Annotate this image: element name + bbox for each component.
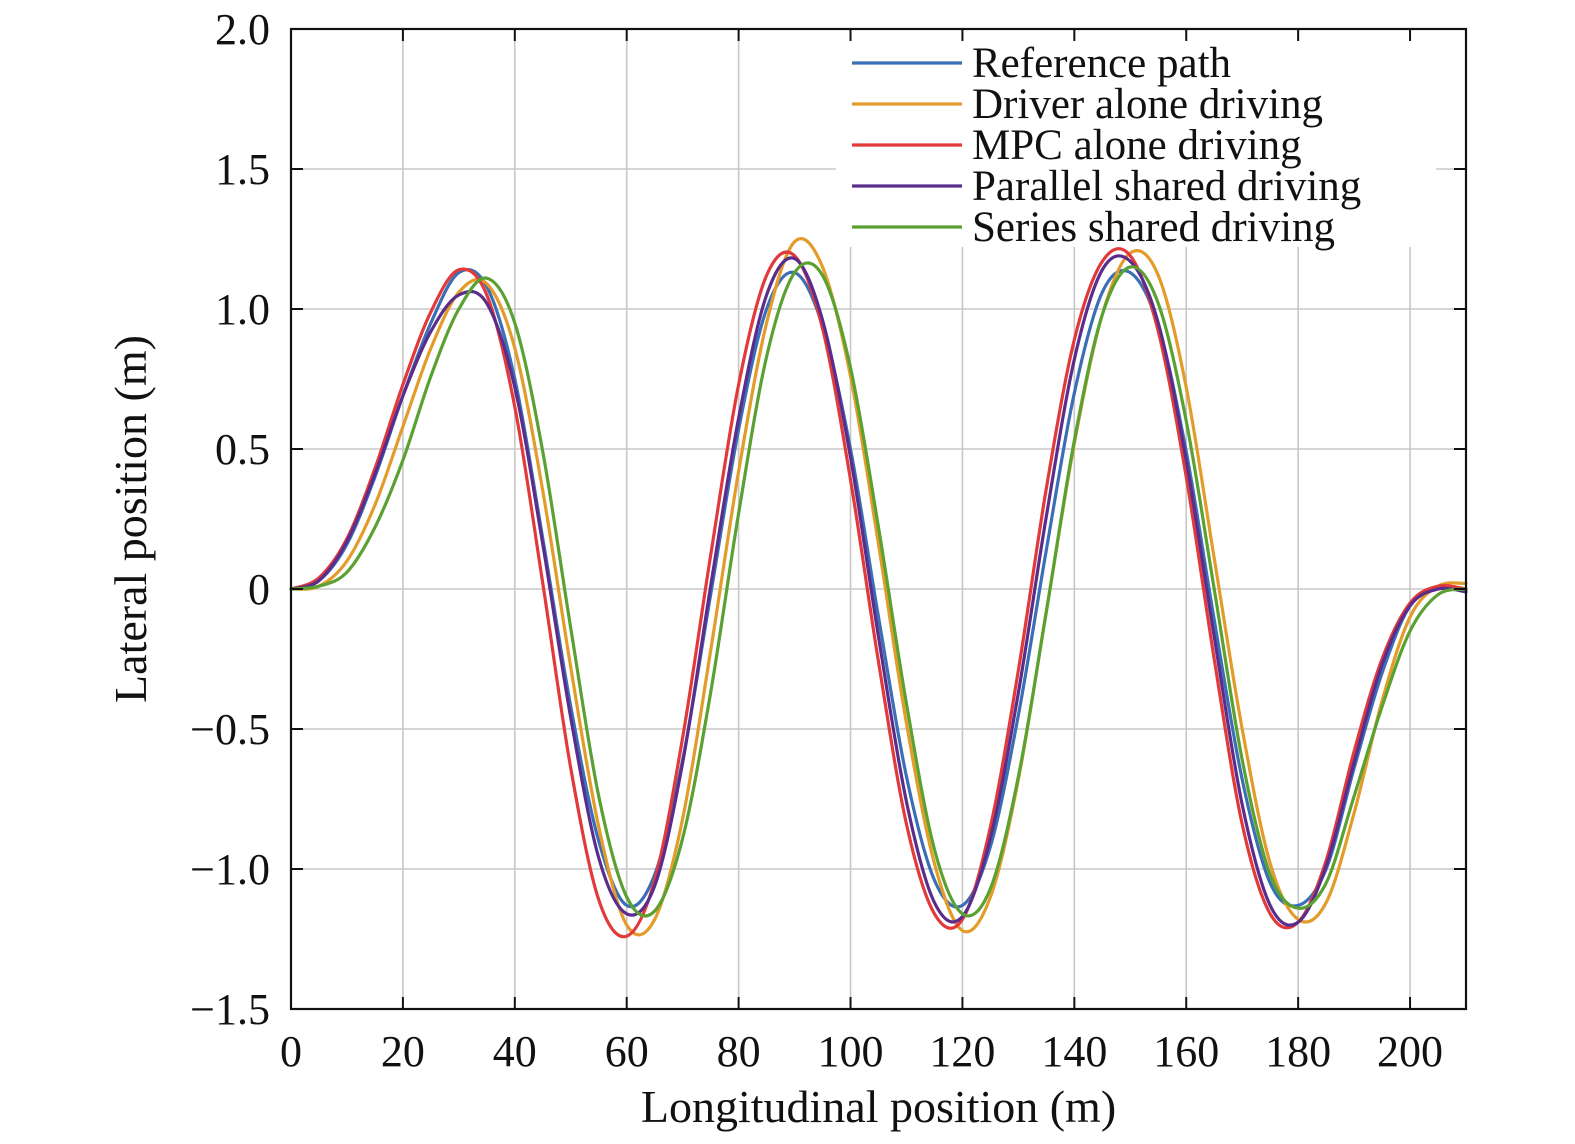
series-line-reference-path — [289, 268, 1468, 909]
tick-labels: 0 20 40 60 80 100 120 140 160 180 200 −1.5 −1.0 −0.5 0… — [190, 5, 1443, 1076]
y-tick-label: 0 — [248, 565, 270, 614]
x-tick-label: 40 — [493, 1027, 537, 1076]
x-tick-label: 60 — [605, 1027, 649, 1076]
y-tick-label: 1.5 — [215, 145, 270, 194]
legend-entry: MPC alone driving — [972, 122, 1302, 169]
x-tick-label: 180 — [1265, 1027, 1331, 1076]
legend-entry: Driver alone driving — [972, 81, 1323, 128]
legend-entry: Parallel shared driving — [972, 163, 1361, 210]
y-tick-label: 1.0 — [215, 285, 270, 334]
legend-entry: Reference path — [972, 40, 1231, 87]
series-line-driver-alone-driving — [289, 237, 1468, 937]
x-tick-label: 120 — [929, 1027, 995, 1076]
x-axis-label: Longitudinal position (m) — [641, 1081, 1116, 1132]
y-tick-label: 0.5 — [215, 425, 270, 474]
y-tick-label: −0.5 — [190, 705, 270, 754]
y-tick-label: −1.0 — [190, 845, 270, 894]
legend-entry: Series shared driving — [972, 204, 1335, 251]
y-axis-label: Lateral position (m) — [105, 335, 156, 703]
series-line-mpc-alone-driving — [289, 247, 1468, 939]
series-line-series-shared-driving — [289, 261, 1468, 918]
series-lines — [289, 237, 1468, 939]
x-tick-label: 0 — [280, 1027, 302, 1076]
y-tick-label: 2.0 — [215, 5, 270, 54]
x-tick-label: 200 — [1377, 1027, 1443, 1076]
x-tick-label: 80 — [717, 1027, 761, 1076]
x-tick-label: 100 — [818, 1027, 884, 1076]
x-tick-label: 140 — [1041, 1027, 1107, 1076]
y-tick-label: −1.5 — [190, 985, 270, 1034]
series-line-parallel-shared-driving — [289, 254, 1468, 927]
x-tick-label: 20 — [381, 1027, 425, 1076]
x-tick-label: 160 — [1153, 1027, 1219, 1076]
plot-frame — [289, 27, 1468, 1011]
